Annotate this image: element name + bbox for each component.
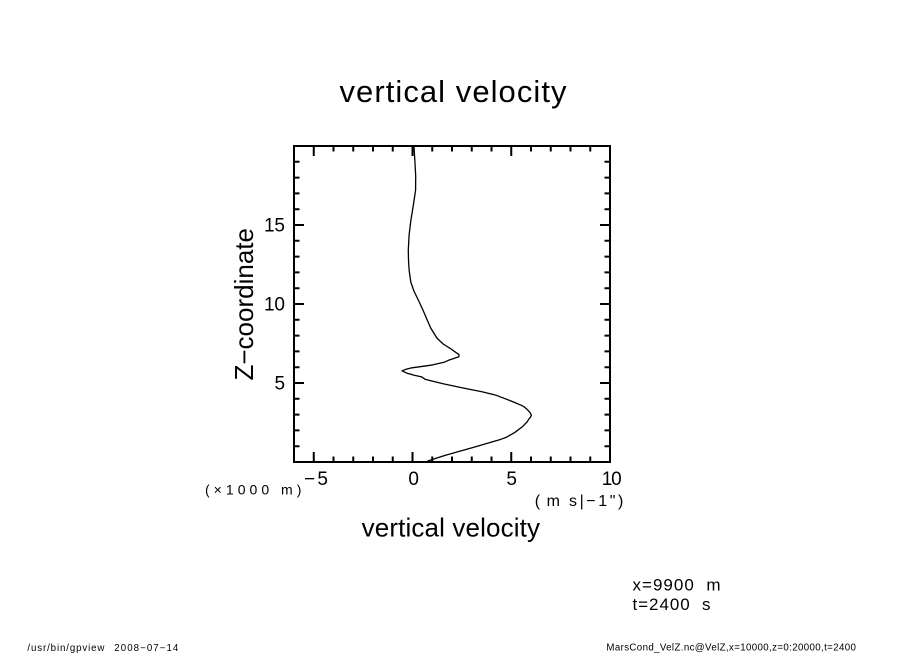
svg-text:5: 5	[506, 469, 517, 490]
svg-text:x=9900 m: x=9900 m	[633, 576, 721, 595]
svg-text:0: 0	[408, 469, 419, 490]
svg-text:t=2400 s: t=2400 s	[633, 595, 711, 614]
svg-text:(×1000 m): (×1000 m)	[205, 481, 301, 497]
svg-text:/usr/bin/gpview: /usr/bin/gpview	[27, 643, 105, 654]
svg-text:10: 10	[264, 294, 285, 315]
svg-text:15: 15	[264, 215, 285, 236]
svg-text:10: 10	[602, 469, 622, 490]
svg-text:2008−07−14: 2008−07−14	[114, 643, 179, 654]
svg-text:vertical velocity: vertical velocity	[340, 74, 568, 109]
svg-text:(m: (m	[535, 493, 560, 510]
svg-text:MarsCond_VelZ.nc@VelZ,x=10000,: MarsCond_VelZ.nc@VelZ,x=10000,z=0:20000,…	[606, 643, 856, 654]
svg-text:5: 5	[275, 373, 286, 394]
svg-text:Z−coordinate: Z−coordinate	[229, 228, 259, 381]
svg-text:vertical velocity: vertical velocity	[362, 513, 540, 543]
